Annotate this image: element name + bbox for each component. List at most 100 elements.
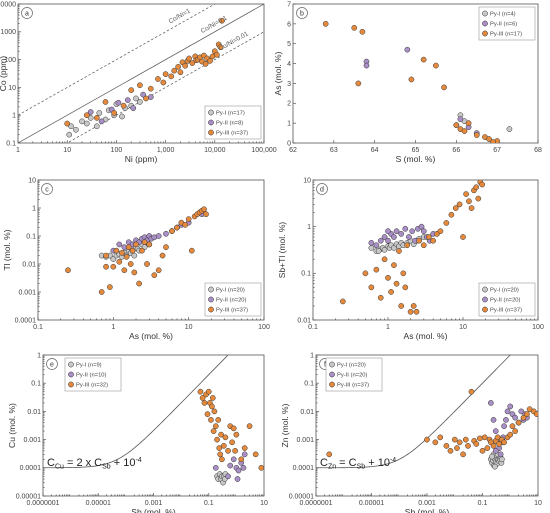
y-tick-label: 1 — [12, 113, 16, 120]
legend-entry: Py-II (n=8) — [216, 121, 243, 127]
data-point-py2 — [420, 228, 427, 235]
data-point-py3 — [437, 434, 444, 441]
data-point-py3 — [121, 267, 128, 274]
panel-label: f — [324, 361, 326, 368]
legend-box — [478, 282, 536, 317]
data-point-py2 — [363, 62, 370, 69]
legend-entry: Py-II (n=20) — [490, 298, 521, 304]
x-tick-label: 10,000 — [204, 147, 226, 154]
legend-entry: Py-I (n=4) — [490, 12, 516, 18]
legend-marker — [208, 286, 214, 293]
legend-entry: Py-III (n=37) — [337, 383, 369, 389]
curve-equation: CZn = CSb + 10-4 — [320, 457, 396, 471]
y-tick-label: 1 — [32, 205, 36, 212]
plot-content — [316, 355, 538, 470]
data-point-py3 — [326, 451, 333, 458]
y-axis-label: Sb+Tl (mol. %) — [277, 222, 287, 279]
y-tick-label: 10 — [28, 177, 36, 184]
data-point-py3 — [490, 443, 497, 449]
data-point-py2 — [518, 408, 525, 415]
x-tick-label: 1 — [386, 324, 390, 331]
data-point-py3 — [420, 242, 427, 249]
data-point-py3 — [217, 451, 224, 458]
data-point-py3 — [432, 439, 439, 446]
data-point-py3 — [212, 423, 219, 429]
data-point-py3 — [203, 211, 209, 218]
data-point-py3 — [213, 51, 220, 58]
data-point-py3 — [147, 85, 154, 92]
data-point-py2 — [385, 237, 391, 244]
y-axis-label: Tl (mol. %) — [2, 229, 12, 270]
x-tick-label: 63 — [330, 147, 338, 154]
data-point-py1 — [499, 456, 505, 463]
legend-marker — [329, 361, 335, 368]
legend-marker — [68, 361, 74, 368]
data-point-py1 — [83, 120, 90, 127]
data-point-py2 — [402, 225, 409, 232]
data-point-py3 — [146, 241, 153, 248]
data-point-py3 — [207, 58, 213, 64]
data-point-py3 — [400, 270, 407, 277]
data-point-py3 — [65, 267, 71, 274]
legend: Py-I (n=20) Py-II (n=20) Py-III (n=37) — [478, 282, 536, 317]
y-tick-label: 0.01 — [300, 409, 314, 416]
data-point-py3 — [188, 247, 195, 254]
x-tick-label: 64 — [371, 147, 379, 154]
legend-box — [478, 6, 536, 41]
data-point-py2 — [381, 234, 388, 240]
data-point-py3 — [475, 195, 482, 202]
y-tick-label: 0.1 — [6, 140, 16, 147]
data-point-py3 — [393, 280, 400, 287]
data-point-py3 — [381, 256, 388, 263]
data-point-py3 — [425, 234, 432, 240]
data-point-py3 — [463, 191, 469, 197]
legend-entry: Py-I (n=17) — [216, 111, 245, 117]
legend: Py-I (n=17) Py-II (n=8) Py-III (n=37) — [204, 105, 262, 140]
legend-box — [64, 357, 122, 392]
y-tick-label: 10 — [303, 177, 311, 184]
data-point-py3 — [443, 220, 450, 226]
panel-a: 1101001,00010,000100,0000.11101001000100… — [0, 1, 277, 164]
legend-marker — [68, 371, 74, 378]
data-point-py3 — [189, 60, 196, 66]
data-point-py2 — [368, 240, 375, 246]
data-point-py3 — [159, 252, 166, 259]
data-point-py3 — [199, 395, 206, 401]
y-tick-label: 3 — [287, 81, 291, 88]
x-tick-label: 100 — [111, 147, 123, 154]
legend-marker — [329, 371, 335, 378]
plot-frame — [37, 179, 265, 321]
data-point-py3 — [490, 139, 496, 143]
data-point-py3 — [177, 69, 184, 76]
data-point-py3 — [238, 456, 245, 463]
data-point-py3 — [507, 431, 514, 438]
data-point-py2 — [212, 464, 219, 471]
x-tick-label: 0.00001 — [359, 500, 384, 507]
data-point-py3 — [125, 244, 132, 250]
data-point-py3 — [437, 228, 444, 235]
data-point-py3 — [456, 439, 463, 446]
data-point-py1 — [489, 453, 495, 460]
plot-frame — [312, 179, 539, 321]
model-curve — [43, 355, 229, 469]
data-point-py3 — [201, 206, 207, 213]
panel-label: c — [45, 186, 49, 193]
legend-marker — [482, 296, 488, 303]
data-point-py3 — [151, 272, 158, 278]
data-point-py3 — [420, 56, 427, 63]
data-point-py2 — [488, 400, 494, 406]
data-point-py3 — [211, 408, 218, 415]
data-point-py3 — [219, 456, 225, 463]
x-tick-label: 62 — [289, 147, 297, 154]
data-point-py2 — [418, 223, 425, 230]
data-point-py3 — [377, 294, 384, 301]
data-point-py3 — [233, 431, 240, 438]
data-point-py3 — [362, 270, 369, 277]
data-point-py2 — [385, 228, 391, 235]
data-point-py3 — [484, 445, 491, 451]
data-point-py2 — [501, 423, 507, 429]
data-point-py2 — [398, 231, 405, 237]
data-point-py3 — [208, 417, 214, 423]
data-point-py3 — [479, 447, 486, 454]
y-tick-label: 0.00001 — [289, 493, 314, 500]
